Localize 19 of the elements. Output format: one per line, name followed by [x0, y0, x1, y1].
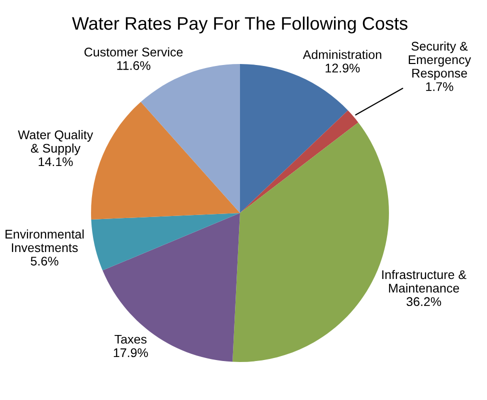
- data-label: 12.9%: [326, 64, 360, 73]
- pie-slice: [102, 213, 240, 362]
- pie-slice: [91, 213, 240, 270]
- slice-label: Security & Emergency Response: [408, 41, 472, 80]
- data-label: 36.2%: [406, 297, 442, 306]
- slice-label: Infrastructure & Maintenance: [382, 270, 466, 293]
- slice-label: Water Quality & Supply: [18, 130, 94, 156]
- data-label: 1.7%: [426, 82, 454, 92]
- data-label: 5.6%: [30, 256, 58, 266]
- data-label: 14.1%: [38, 157, 73, 166]
- data-label: 17.9%: [114, 348, 148, 358]
- pie-slice: [240, 110, 358, 213]
- slice-label: Environmental Investments: [6, 229, 84, 252]
- slice-label: Administration: [302, 50, 382, 60]
- data-label: 11.6%: [117, 61, 150, 70]
- pie-slice: [91, 102, 240, 220]
- slice-label: Customer Service: [84, 47, 183, 57]
- slice-label: Taxes: [114, 334, 147, 344]
- chart-title: Water Rates Pay For The Following Costs: [72, 16, 408, 34]
